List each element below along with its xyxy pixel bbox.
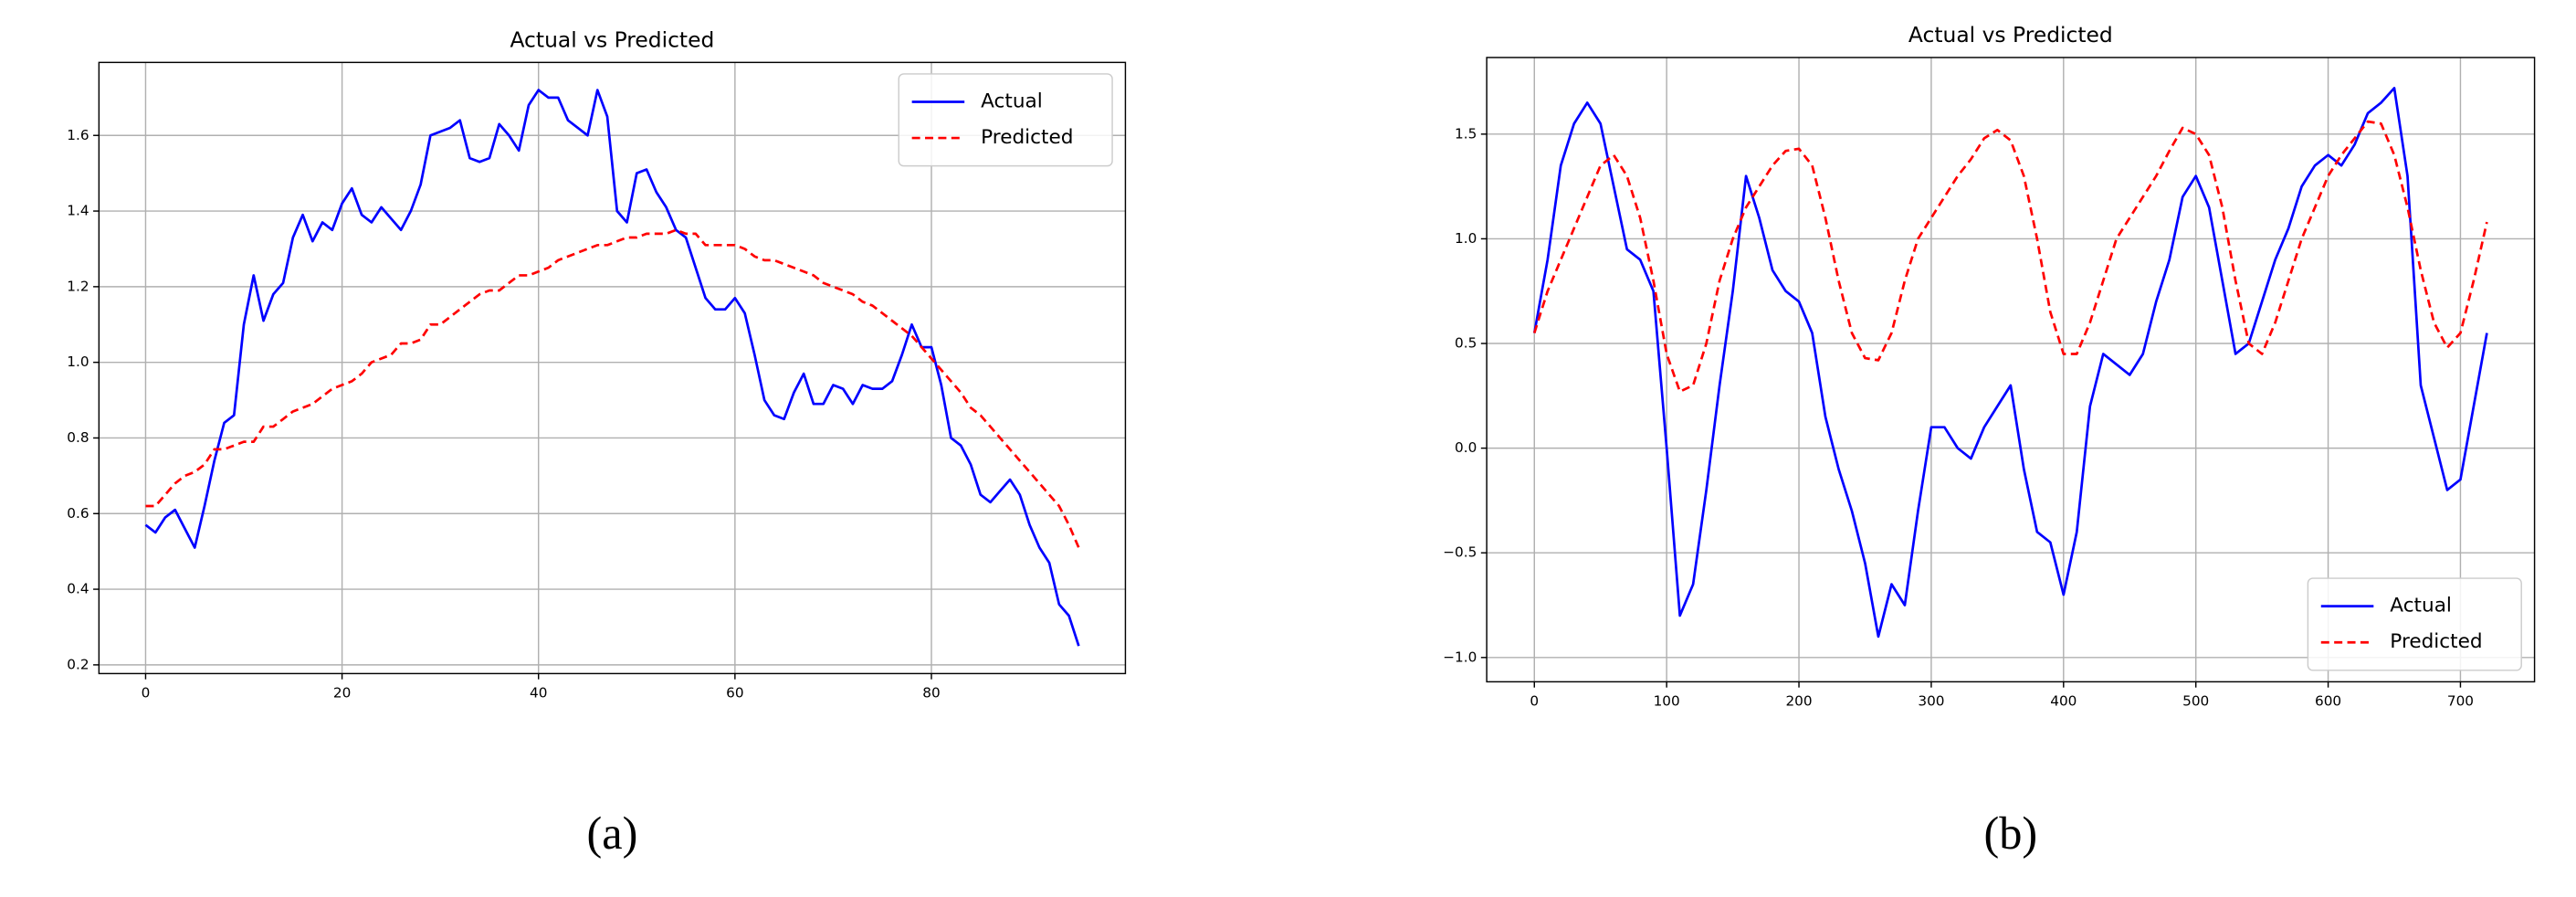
legend-label: Actual	[2390, 595, 2452, 617]
x-tick-label: 40	[530, 684, 547, 701]
axes-frame	[98, 61, 1127, 675]
caption: (b)	[1984, 807, 2038, 859]
y-tick-label: −1.0	[1443, 649, 1477, 665]
legend-box	[2307, 577, 2522, 671]
y-tick-label: 0.0	[1455, 439, 1477, 456]
x-tick-label: 80	[922, 684, 940, 701]
y-tick-label: 0.2	[67, 656, 89, 672]
x-tick-label: 20	[333, 684, 351, 701]
legend: Actual Predicted	[2307, 577, 2522, 671]
legend-box	[898, 73, 1113, 167]
legend-label: Predicted	[981, 126, 1073, 149]
series-line	[1532, 87, 2488, 638]
y-tick-label: 1.2	[67, 278, 89, 294]
y-tick-label: 1.6	[67, 127, 89, 143]
x-tick-label: 100	[1654, 692, 1680, 709]
legend-label: Actual	[981, 90, 1043, 113]
caption: (a)	[586, 807, 637, 859]
x-tick-label: 300	[1918, 692, 1944, 709]
y-tick-label: 0.4	[67, 581, 89, 597]
chart-title: Actual vs Predicted	[1908, 22, 2113, 47]
x-tick-label: 400	[2050, 692, 2077, 709]
y-tick-label: 1.4	[67, 203, 89, 219]
x-tick-label: 0	[1530, 692, 1539, 709]
x-tick-label: 60	[726, 684, 743, 701]
chart-title: Actual vs Predicted	[510, 26, 714, 52]
series-line	[145, 228, 1080, 549]
y-tick-label: 1.0	[67, 354, 89, 370]
series-line	[144, 89, 1080, 647]
legend: Actual Predicted	[898, 73, 1113, 167]
y-tick-label: 1.5	[1455, 125, 1477, 142]
x-tick-label: 200	[1785, 692, 1812, 709]
y-tick-label: −0.5	[1443, 544, 1477, 561]
y-tick-label: 0.8	[67, 429, 89, 446]
y-tick-label: 0.5	[1455, 335, 1477, 352]
y-tick-label: 1.0	[1455, 230, 1477, 247]
x-tick-label: 700	[2447, 692, 2474, 709]
x-tick-label: 600	[2315, 692, 2341, 709]
y-tick-label: 0.6	[67, 505, 89, 522]
legend-label: Predicted	[2390, 630, 2482, 653]
x-tick-label: 500	[2182, 692, 2209, 709]
x-tick-label: 0	[142, 684, 151, 701]
axes-frame	[1486, 57, 2536, 683]
